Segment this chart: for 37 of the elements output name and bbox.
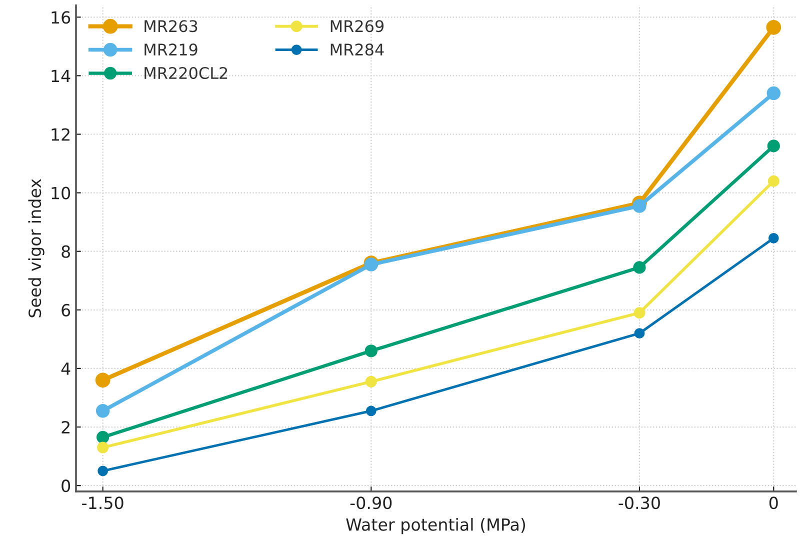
point (768, 175, 780, 187)
x-tick-label: -0.90 (350, 496, 392, 510)
y-tick-label: 0 (62, 480, 70, 492)
point (366, 406, 376, 416)
point (96, 404, 110, 418)
legend-label: MR220CL2 (144, 66, 228, 80)
point (97, 442, 109, 454)
y-tick-label: 2 (62, 420, 70, 434)
point (634, 307, 646, 319)
point (634, 328, 645, 339)
point (95, 372, 110, 388)
y-tick-label: 8 (62, 245, 70, 258)
point (766, 20, 782, 35)
point (98, 466, 108, 476)
point (96, 430, 110, 444)
y-axis-title: Seed vigor index (28, 178, 44, 318)
point (365, 376, 377, 388)
y-tick-label: 10 (52, 186, 70, 200)
y-tick-label: 4 (61, 362, 70, 375)
y-tick-label: 6 (62, 304, 70, 316)
legend-label: MR284 (330, 44, 384, 56)
y-tick-label: 12 (52, 128, 70, 141)
y-tick-label: 14 (52, 70, 70, 82)
point (766, 86, 781, 100)
point (364, 344, 378, 358)
point (633, 261, 646, 274)
legend-label: MR219 (144, 44, 198, 56)
legend-label: MR269 (330, 20, 384, 32)
y-tick-label: 16 (52, 11, 70, 24)
x-tick-label: -1.50 (82, 496, 124, 510)
point (768, 232, 779, 244)
x-tick-label: 0 (769, 496, 778, 510)
legend-label: MR263 (144, 20, 198, 32)
x-axis-title: Water potential (MPa) (346, 518, 526, 534)
point (767, 140, 780, 152)
point (632, 199, 646, 213)
x-tick-label: -0.30 (618, 496, 660, 510)
